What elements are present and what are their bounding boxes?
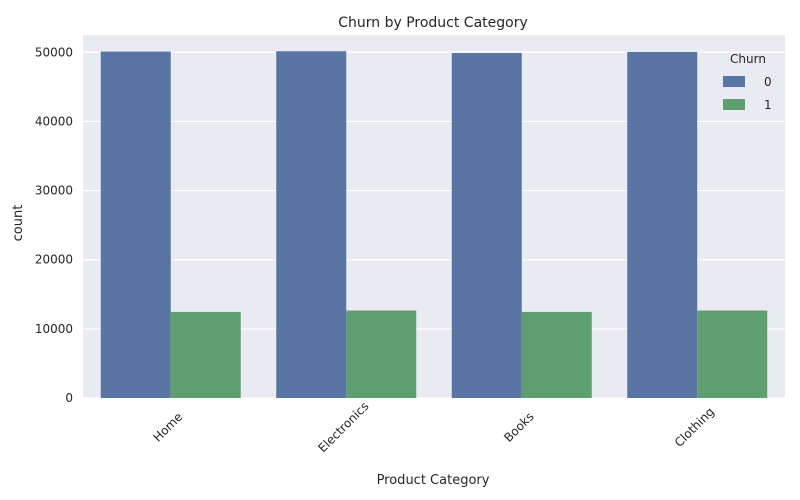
y-tick-label: 10000 <box>35 322 73 336</box>
bar-books-churn-0 <box>451 52 522 398</box>
x-axis-label: Product Category <box>377 473 490 488</box>
legend-label-churn-0: 0 <box>764 75 772 89</box>
y-tick-label: 40000 <box>35 114 73 128</box>
bar-books-churn-1 <box>521 311 592 398</box>
bar-clothing-churn-0 <box>627 51 698 398</box>
bar-electronics-churn-0 <box>276 51 347 399</box>
chart-title: Churn by Product Category <box>338 15 528 31</box>
y-tick-label: 0 <box>65 391 73 405</box>
legend-label-churn-1: 1 <box>764 98 772 112</box>
y-tick-label: 50000 <box>35 45 73 59</box>
legend: Churn 0 1 <box>723 52 772 112</box>
bar-home-churn-1 <box>170 311 241 398</box>
bar-home-churn-0 <box>100 51 171 398</box>
legend-swatch-churn-1 <box>723 99 745 110</box>
y-axis-label: count <box>11 205 26 242</box>
legend-title: Churn <box>730 52 766 66</box>
legend-swatch-churn-0 <box>723 76 745 87</box>
bar-clothing-churn-1 <box>697 310 768 398</box>
y-tick-label: 30000 <box>35 184 73 198</box>
bar-electronics-churn-1 <box>346 310 417 398</box>
y-tick-label: 20000 <box>35 253 73 267</box>
